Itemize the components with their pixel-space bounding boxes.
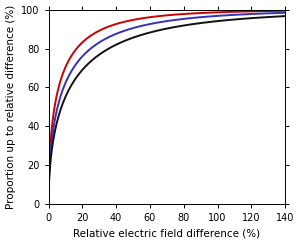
- Y-axis label: Proportion up to relative difference (%): Proportion up to relative difference (%): [6, 5, 16, 209]
- X-axis label: Relative electric field difference (%): Relative electric field difference (%): [73, 228, 260, 238]
